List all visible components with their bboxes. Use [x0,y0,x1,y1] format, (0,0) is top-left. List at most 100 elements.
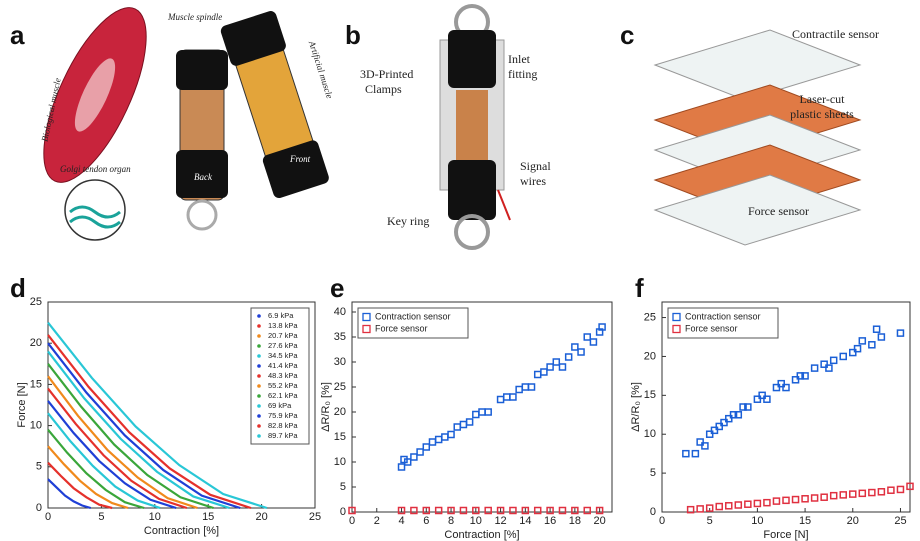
legend-label: 75.9 kPa [268,411,298,420]
legend-marker [257,394,261,398]
legend-marker [257,424,261,428]
legend-label: 62.1 kPa [268,391,298,400]
legend-marker [257,384,261,388]
x-axis-label: Contraction [%] [444,529,519,541]
x-tick-label: 2 [374,515,380,527]
legend-label: 89.7 kPa [268,431,298,440]
y-tick-label: 10 [30,420,42,432]
annotation: plastic sheets [790,107,854,121]
annotation: 3D-Printed [360,67,413,81]
panel-label: a [10,20,25,50]
y-tick-label: 20 [30,337,42,349]
x-tick-label: 8 [448,515,454,527]
x-tick-label: 20 [255,511,267,523]
x-tick-label: 6 [423,515,429,527]
legend-label: 69 kPa [268,401,292,410]
annotation: fitting [508,67,537,81]
annotation: Front [289,154,311,164]
x-tick-label: 10 [751,515,763,527]
y-tick-label: 25 [30,296,42,308]
annotation: Golgi tendon organ [60,164,131,174]
x-tick-label: 10 [149,511,161,523]
legend-label: Force sensor [685,323,738,333]
annotation: Clamps [365,82,402,96]
legend-label: Contraction sensor [685,311,761,321]
annotation: Back [194,172,213,182]
panel-label: f [635,273,644,303]
y-tick-label: 30 [334,356,346,368]
y-axis-label: ΔR/R₀ [%] [320,382,332,432]
panel-label: b [345,20,361,50]
y-tick-label: 35 [334,331,346,343]
illustration-b [440,6,510,248]
x-axis-label: Force [N] [763,529,808,541]
y-axis-label: ΔR/R₀ [%] [630,382,642,432]
legend-label: 34.5 kPa [268,351,298,360]
y-tick-label: 20 [644,350,656,362]
legend-marker [257,354,261,358]
legend-marker [257,374,261,378]
x-tick-label: 20 [593,515,605,527]
x-axis-label: Contraction [%] [144,525,219,537]
y-tick-label: 25 [644,311,656,323]
legend-marker [257,324,261,328]
y-tick-label: 5 [650,467,656,479]
legend-label: 20.7 kPa [268,331,298,340]
legend-label: 82.8 kPa [268,421,298,430]
y-tick-label: 25 [334,381,346,393]
annotation: Signal [520,159,551,173]
legend-marker [257,334,261,338]
x-tick-label: 14 [519,515,531,527]
figure: a Muscle spindle Biological muscle Artif… [0,0,920,541]
x-tick-label: 15 [202,511,214,523]
x-tick-label: 16 [544,515,556,527]
legend-label: 55.2 kPa [268,381,298,390]
x-tick-label: 25 [309,511,321,523]
y-tick-label: 10 [644,428,656,440]
page: {"panels": [ {"label": "a", "annotations… [0,0,920,541]
legend-label: 13.8 kPa [268,321,298,330]
annotation: wires [520,174,546,188]
legend-marker [257,344,261,348]
legend-label: Contraction sensor [375,311,451,321]
y-tick-label: 20 [334,406,346,418]
x-tick-label: 20 [847,515,859,527]
legend-marker [257,364,261,368]
legend-label: Force sensor [375,323,428,333]
y-tick-label: 10 [334,456,346,468]
y-tick-label: 0 [650,506,656,518]
x-tick-label: 5 [98,511,104,523]
illustration-a [23,0,330,240]
annotation: Force sensor [748,204,809,218]
panel-label: e [330,273,344,303]
y-tick-label: 15 [334,431,346,443]
x-tick-label: 18 [569,515,581,527]
annotation: Inlet [508,52,531,66]
x-tick-label: 25 [894,515,906,527]
x-tick-label: 12 [494,515,506,527]
y-tick-label: 0 [36,502,42,514]
x-tick-label: 0 [349,515,355,527]
x-tick-label: 0 [659,515,665,527]
x-tick-label: 10 [470,515,482,527]
annotation: Muscle spindle [167,12,222,22]
legend-label: 27.6 kPa [268,341,298,350]
y-tick-label: 40 [334,306,346,318]
y-tick-label: 0 [340,506,346,518]
panel-label: d [10,273,26,303]
x-tick-label: 4 [398,515,404,527]
y-axis-label: Force [N] [16,382,28,427]
legend-marker [257,434,261,438]
x-tick-label: 0 [45,511,51,523]
annotation: Laser-cut [799,92,845,106]
legend-label: 41.4 kPa [268,361,298,370]
y-tick-label: 15 [30,378,42,390]
legend-label: 6.9 kPa [268,311,294,320]
y-tick-label: 5 [36,461,42,473]
y-tick-label: 5 [340,481,346,493]
annotation: Key ring [387,214,429,228]
legend-marker [257,314,261,318]
x-tick-label: 15 [799,515,811,527]
panel-label: c [620,20,634,50]
legend-marker [257,404,261,408]
